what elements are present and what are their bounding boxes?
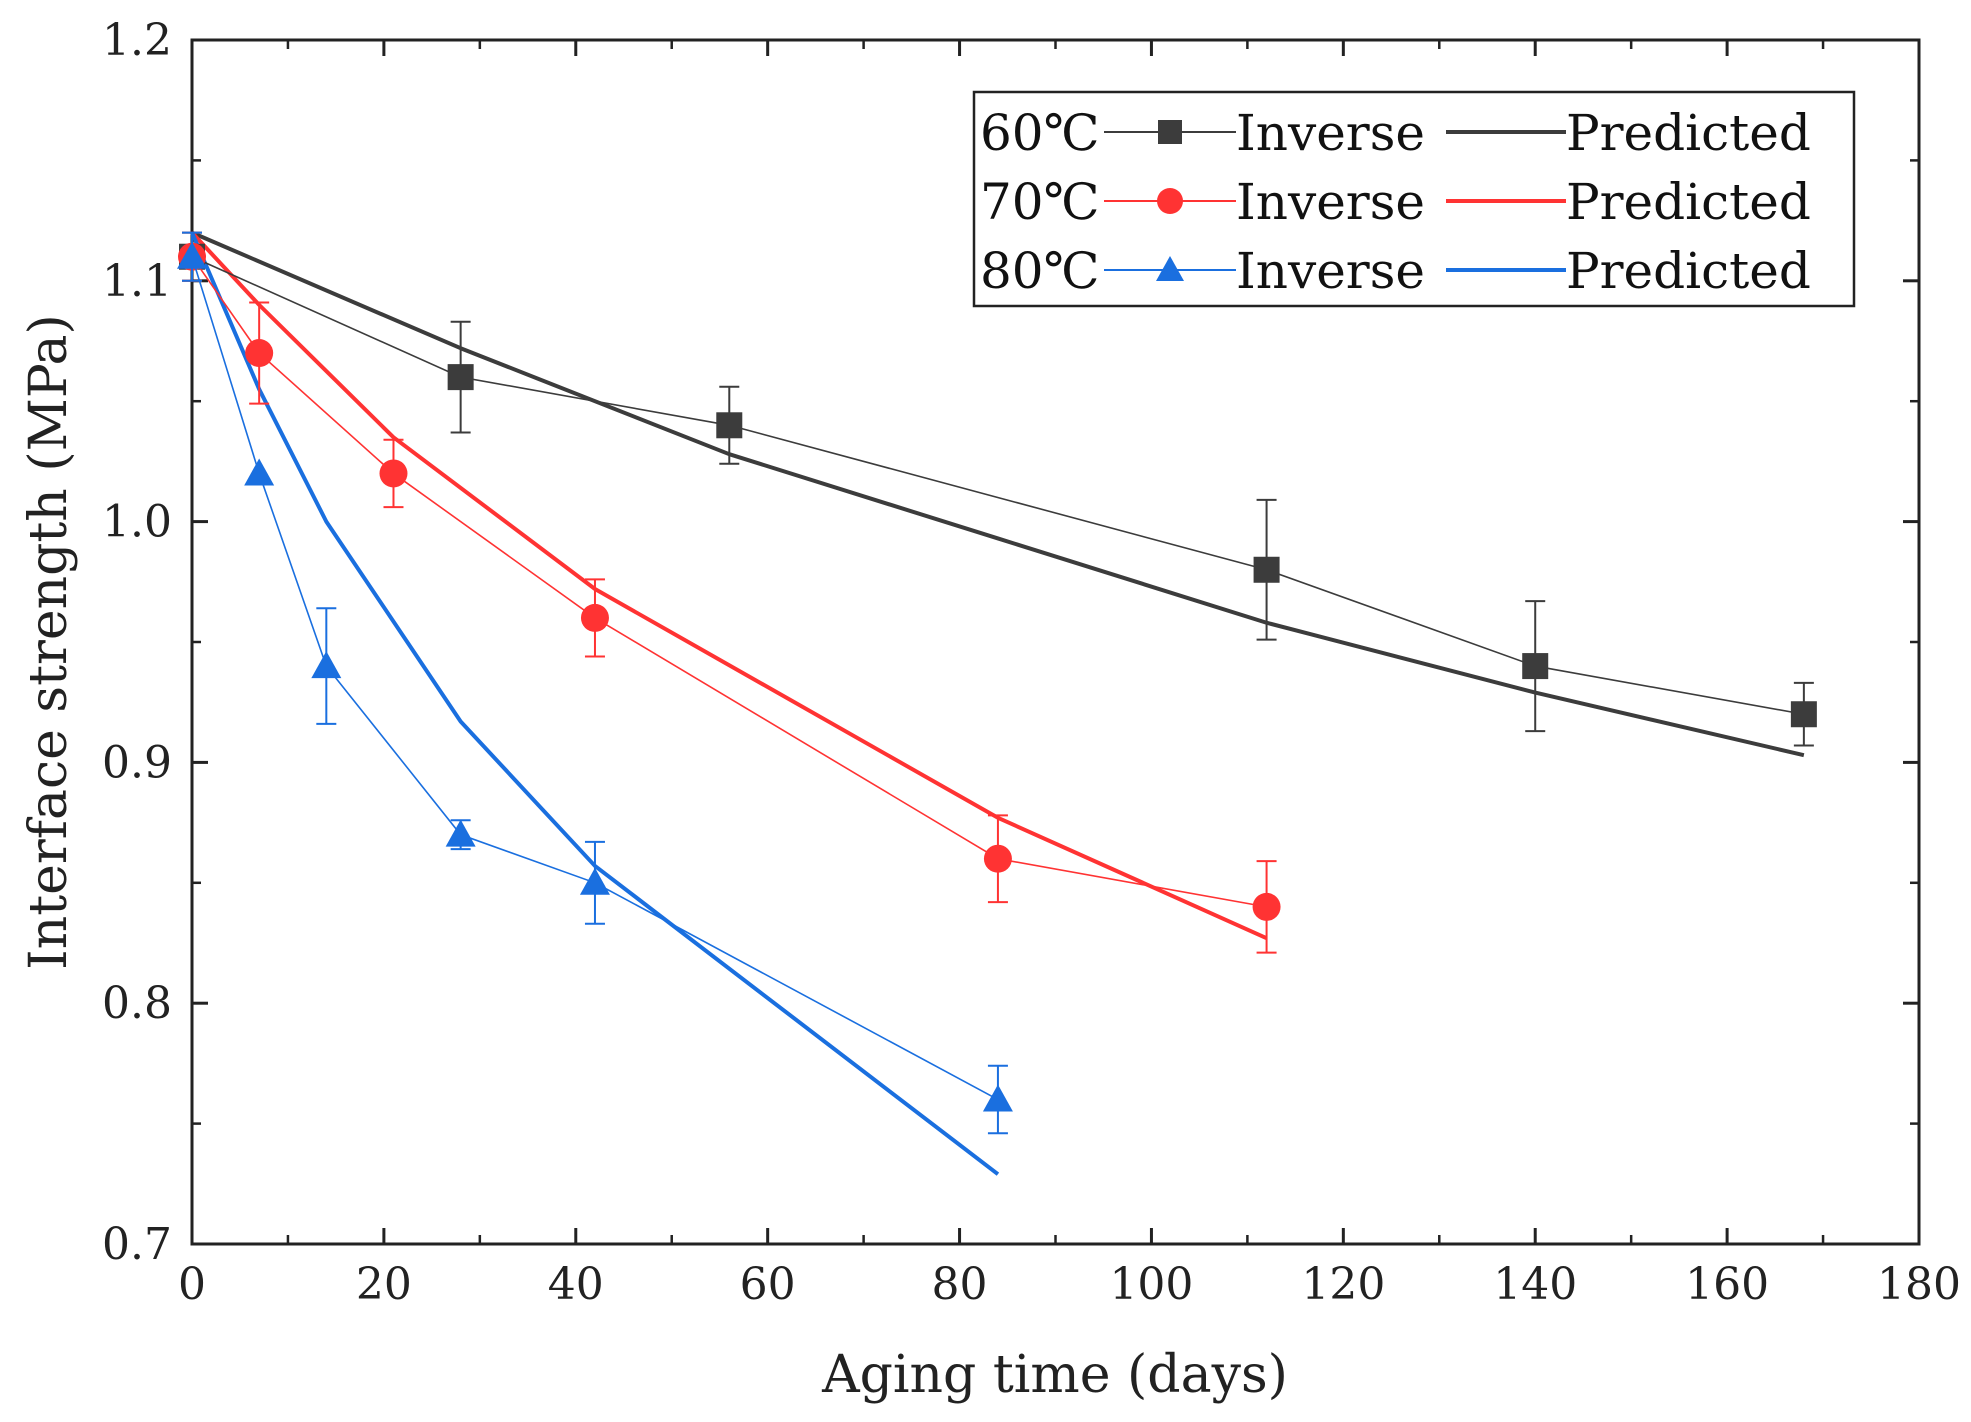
legend-inverse-label-80: Inverse [1236,242,1425,300]
legend-square-marker [1158,120,1182,144]
y-tick-label: 1.0 [102,497,172,548]
data-point-triangle [445,819,476,847]
data-point-triangle [311,651,342,679]
x-tick-label: 120 [1301,1259,1385,1310]
predicted-line [190,231,1000,1176]
y-tick-label: 0.7 [102,1219,172,1270]
data-point-circle [1252,892,1281,921]
series-inverse-circle [178,231,1281,954]
legend-predicted-label-80: Predicted [1566,242,1811,300]
axis-ticks [190,38,1921,1246]
x-tick-label: 0 [178,1259,206,1310]
series-triangle [190,231,1000,1176]
data-point-square [1522,653,1549,680]
y-tick-label: 0.9 [102,737,172,788]
series-layer [177,230,1817,1176]
predicted-line [191,230,1805,758]
series-square [191,230,1805,758]
data-point-circle [983,844,1012,873]
data-point-triangle [982,1084,1013,1112]
data-point-triangle [579,867,610,895]
legend-predicted-label-70: Predicted [1566,173,1811,231]
data-point-square [447,364,474,391]
series-circle [190,231,1268,941]
x-tick-label: 180 [1877,1259,1961,1310]
inverse-line [191,255,1805,716]
x-tick-label: 100 [1109,1259,1193,1310]
data-point-circle [379,459,408,488]
data-point-circle [580,603,609,632]
legend: 60℃ Inverse Predicted 70℃ Inverse Predic… [972,90,1856,308]
legend-inverse-label-70: Inverse [1236,173,1425,231]
inverse-line [191,256,1267,908]
x-tick-label: 20 [356,1259,412,1310]
predicted-line [190,231,1268,941]
y-tick-label: 1.2 [102,15,172,66]
data-point-square [1253,556,1280,583]
x-tick-label: 60 [740,1259,796,1310]
x-tick-label: 160 [1685,1259,1769,1310]
legend-temp-80: 80℃ [980,242,1100,300]
legend-temp-60: 60℃ [980,104,1100,162]
x-axis-title: Aging time (days) [821,1345,1288,1405]
x-tick-labels: 0 20 40 60 80 100 120 140 160 180 [178,1259,1961,1310]
data-point-square [716,412,743,439]
data-point-square [1790,701,1817,728]
data-point-circle [245,339,274,368]
data-point-triangle [244,458,275,486]
legend-triangle-marker [1156,256,1184,281]
inverse-line [191,256,999,1101]
legend-circle-marker [1157,188,1183,214]
y-axis-title: Interface strength (MPa) [19,314,79,970]
x-tick-label: 40 [548,1259,604,1310]
legend-predicted-label-60: Predicted [1566,104,1811,162]
series-inverse-triangle [177,231,1013,1135]
x-tick-label: 80 [932,1259,988,1310]
y-tick-label: 1.1 [102,256,172,307]
y-tick-label: 0.8 [102,978,172,1029]
data-point-triangle [177,241,207,269]
y-tick-labels: 0.7 0.8 0.9 1.0 1.1 1.2 [102,15,172,1270]
x-tick-label: 140 [1493,1259,1577,1310]
legend-temp-70: 70℃ [980,173,1100,231]
legend-inverse-label-60: Inverse [1236,104,1425,162]
